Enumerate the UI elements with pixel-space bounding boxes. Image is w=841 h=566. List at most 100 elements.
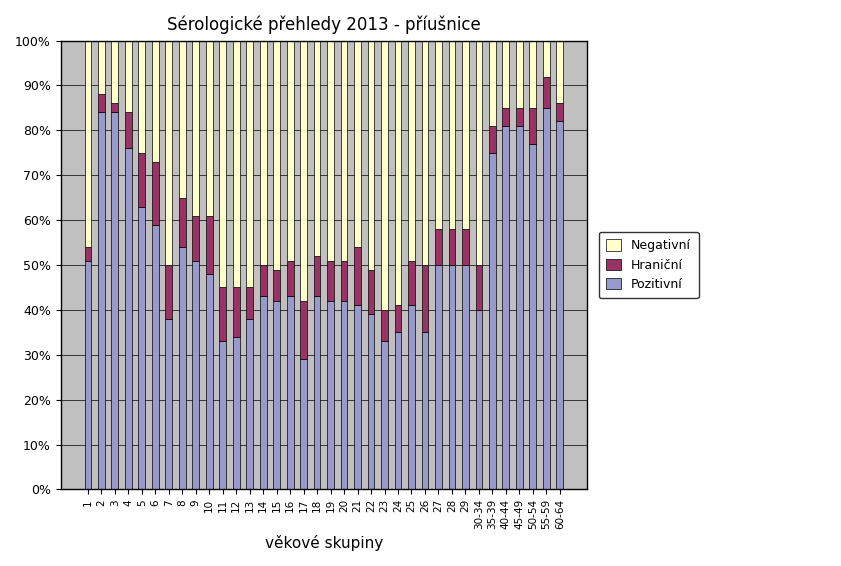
Bar [448, 265, 455, 490]
Bar [530, 41, 537, 108]
Bar [475, 41, 482, 265]
Bar [152, 162, 159, 225]
Bar [273, 41, 280, 269]
Bar [421, 265, 428, 332]
Bar [435, 41, 442, 229]
Bar [368, 41, 374, 269]
Bar [408, 41, 415, 260]
Bar [98, 41, 105, 95]
Bar [300, 359, 307, 490]
Bar [260, 41, 267, 265]
Bar [166, 41, 172, 265]
Bar [139, 41, 145, 153]
Legend: Negativní, Hraniční, Pozitivní: Negativní, Hraniční, Pozitivní [599, 232, 699, 298]
Bar [462, 265, 468, 490]
Bar [543, 41, 550, 76]
Bar [125, 113, 132, 148]
Bar [287, 260, 294, 297]
Bar [502, 41, 509, 108]
Bar [98, 95, 105, 113]
Bar [394, 41, 401, 306]
Bar [341, 41, 347, 260]
Bar [246, 288, 253, 319]
Bar [557, 104, 563, 121]
Bar [530, 144, 537, 490]
Bar [314, 256, 320, 297]
Bar [220, 288, 226, 341]
Bar [112, 104, 119, 113]
Bar [341, 301, 347, 490]
Bar [314, 41, 320, 256]
Bar [475, 310, 482, 490]
Bar [327, 301, 334, 490]
Bar [475, 265, 482, 310]
Bar [516, 126, 523, 490]
Bar [502, 108, 509, 126]
Bar [354, 247, 361, 306]
Bar [489, 153, 495, 490]
Bar [462, 41, 468, 229]
Bar [435, 229, 442, 265]
Bar [408, 306, 415, 490]
X-axis label: věkové skupiny: věkové skupiny [265, 535, 383, 551]
Bar [394, 306, 401, 332]
Bar [543, 108, 550, 490]
Bar [314, 297, 320, 490]
Bar [260, 265, 267, 297]
Bar [233, 288, 240, 337]
Bar [327, 260, 334, 301]
Bar [381, 341, 388, 490]
Bar [98, 113, 105, 490]
Bar [394, 332, 401, 490]
Bar [300, 301, 307, 359]
Bar [220, 341, 226, 490]
Bar [125, 41, 132, 113]
Bar [516, 41, 523, 108]
Bar [462, 229, 468, 265]
Bar [166, 265, 172, 319]
Bar [139, 153, 145, 207]
Bar [435, 265, 442, 490]
Bar [489, 41, 495, 126]
Bar [341, 260, 347, 301]
Bar [85, 247, 92, 260]
Bar [557, 121, 563, 490]
Bar [233, 41, 240, 288]
Bar [246, 319, 253, 490]
Bar [327, 41, 334, 260]
Bar [381, 310, 388, 341]
Bar [193, 260, 199, 490]
Bar [193, 216, 199, 260]
Bar [557, 41, 563, 104]
Bar [354, 41, 361, 247]
Bar [260, 297, 267, 490]
Bar [354, 306, 361, 490]
Bar [152, 225, 159, 490]
Bar [421, 332, 428, 490]
Bar [381, 41, 388, 310]
Bar [206, 274, 213, 490]
Bar [273, 269, 280, 301]
Bar [233, 337, 240, 490]
Bar [139, 207, 145, 490]
Bar [112, 41, 119, 104]
Bar [246, 41, 253, 288]
Bar [206, 41, 213, 216]
Bar [125, 148, 132, 490]
Bar [179, 41, 186, 198]
Bar [179, 198, 186, 247]
Bar [448, 229, 455, 265]
Bar [300, 41, 307, 301]
Bar [287, 41, 294, 260]
Bar [368, 269, 374, 315]
Bar [543, 76, 550, 108]
Bar [220, 41, 226, 288]
Bar [193, 41, 199, 216]
Bar [408, 260, 415, 306]
Bar [421, 41, 428, 265]
Title: Sérologické přehledy 2013 - příušnice: Sérologické přehledy 2013 - příušnice [167, 15, 481, 33]
Bar [112, 113, 119, 490]
Bar [152, 41, 159, 162]
Bar [516, 108, 523, 126]
Bar [85, 260, 92, 490]
